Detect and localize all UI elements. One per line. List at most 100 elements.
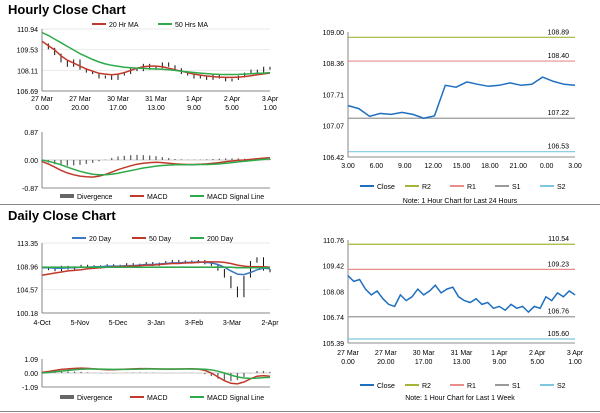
daily-price-x-tick-label: 4-Oct xyxy=(33,320,50,327)
daily-pivot-x-tick-label: 1 Apr xyxy=(491,350,508,357)
hourly-price-legend-label: 20 Hr MA xyxy=(109,22,139,29)
daily-pivot-legend-label: Close xyxy=(377,383,395,390)
hourly-pivot-legend-label: R1 xyxy=(467,184,476,191)
hourly-price-x-tick-label: 5.00 xyxy=(225,105,239,112)
hourly-section-title: Hourly Close Chart xyxy=(8,2,126,17)
hourly-pivot-x-tick-label: 6.00 xyxy=(370,163,384,170)
hourly-pivot-legend-label: R2 xyxy=(422,184,431,191)
daily-price-legend-label: 50 Day xyxy=(149,236,172,243)
daily-pivot-legend-label: S2 xyxy=(557,383,566,390)
daily-price-y-tick-label: 100.18 xyxy=(17,311,39,318)
hourly-price-x-tick-label: 30 Mar xyxy=(107,96,129,103)
daily-pivot-s2-label: 105.60 xyxy=(548,331,570,338)
hourly-macd-legend-label: MACD Signal Line xyxy=(207,194,264,201)
hourly-pivot-legend-label: Close xyxy=(377,184,395,191)
daily-price-x-tick-label: 5-Dec xyxy=(109,320,128,327)
hourly-pivot-y-tick-label: 107.71 xyxy=(323,93,345,100)
daily-macd-signal-line xyxy=(41,368,271,380)
hourly-macd-y-tick-label: -0.87 xyxy=(22,186,38,193)
daily-pivot-x-tick-label: 13.00 xyxy=(453,359,471,366)
daily-price-200-day-line xyxy=(42,266,270,269)
daily-pivot-legend-label: R1 xyxy=(467,383,476,390)
hourly-macd-y-tick-label: 0.00 xyxy=(24,158,38,165)
hourly-pivot-x-tick-label: 9.00 xyxy=(398,163,412,170)
daily-price-legend-label: 200 Day xyxy=(207,236,234,243)
daily-pivot-s1-label: 106.76 xyxy=(548,309,570,316)
daily-pivot-legend-label: R2 xyxy=(422,383,431,390)
daily-pivot-y-tick-label: 109.42 xyxy=(323,264,345,271)
hourly-price-20-hr-ma-line xyxy=(41,40,271,79)
hourly-pivot-x-tick-label: 3.00 xyxy=(341,163,355,170)
daily-pivot-x-tick-label: 9.00 xyxy=(493,359,507,366)
hourly-price-x-tick-label: 31 Mar xyxy=(145,96,167,103)
daily-macd-y-tick-label: 1.09 xyxy=(24,357,38,364)
hourly-pivot-legend-label: S2 xyxy=(557,184,566,191)
daily-pivot-x-tick-label: 2 Apr xyxy=(529,350,546,357)
daily-pivot-x-tick-label: 27 Mar xyxy=(337,350,359,357)
daily-pivot-y-tick-label: 106.74 xyxy=(323,315,345,322)
daily-pivot-close-line xyxy=(347,275,576,314)
daily-macd-y-tick-label: 0.00 xyxy=(24,371,38,378)
hourly-price-y-tick-label: 110.94 xyxy=(17,27,38,34)
hourly-price-y-tick-label: 106.69 xyxy=(17,89,39,96)
hourly-pivot-close-line xyxy=(347,76,576,119)
hourly-macd-legend-label: MACD xyxy=(147,194,168,201)
daily-macd-y-tick-label: -1.09 xyxy=(22,385,38,392)
daily-price-x-tick-label: 5-Nov xyxy=(71,320,90,327)
daily-macd-legend-label: MACD Signal Line xyxy=(207,395,264,402)
hourly-pivot-x-tick-label: 3.00 xyxy=(568,163,582,170)
hourly-pivot-y-tick-label: 108.36 xyxy=(323,61,345,68)
hourly-macd-legend-swatch xyxy=(60,194,74,198)
daily-pivot-x-tick-label: 3 Apr xyxy=(567,350,584,357)
hourly-pivot-s2-label: 106.53 xyxy=(548,144,570,151)
hourly-pivot-r2-label: 108.89 xyxy=(548,29,570,36)
daily-price-x-tick-label: 3-Jan xyxy=(147,320,165,327)
hourly-price-x-tick-label: 17.00 xyxy=(109,105,127,112)
hourly-pivot-y-tick-label: 109.00 xyxy=(323,30,345,37)
bottom-divider xyxy=(0,411,600,412)
daily-pivot-legend-label: S1 xyxy=(512,383,521,390)
daily-pivot-y-tick-label: 105.39 xyxy=(323,341,345,348)
hourly-pivot-s1-label: 107.22 xyxy=(548,110,570,117)
daily-pivot-x-tick-label: 17.00 xyxy=(415,359,433,366)
section-divider xyxy=(0,204,600,205)
hourly-pivot-y-tick-label: 106.42 xyxy=(323,155,345,162)
hourly-pivot-x-tick-label: 12.00 xyxy=(424,163,442,170)
daily-price-y-tick-label: 113.35 xyxy=(17,241,38,248)
daily-price-x-tick-label: 3-Feb xyxy=(185,320,203,327)
daily-pivot-y-tick-label: 110.76 xyxy=(323,238,344,245)
hourly-pivot-y-tick-label: 107.07 xyxy=(323,124,345,131)
daily-price-x-tick-label: 3-Mar xyxy=(223,320,242,327)
daily-pivot-note: Note: 1 Hour Chart for Last 1 Week xyxy=(405,395,515,402)
daily-section-title: Daily Close Chart xyxy=(8,208,116,223)
hourly-macd-y-tick-label: 0.87 xyxy=(24,130,38,137)
hourly-price-x-tick-label: 1 Apr xyxy=(186,96,203,103)
hourly-price-x-tick-label: 27 Mar xyxy=(69,96,91,103)
hourly-price-x-tick-label: 27 Mar xyxy=(31,96,53,103)
hourly-price-x-tick-label: 3 Apr xyxy=(262,96,279,103)
hourly-pivot-note: Note: 1 Hour Chart for Last 24 Hours xyxy=(403,198,518,205)
daily-pivot-x-tick-label: 1.00 xyxy=(568,359,582,366)
daily-price-y-tick-label: 104.57 xyxy=(17,288,39,295)
daily-pivot-x-tick-label: 0.00 xyxy=(341,359,355,366)
hourly-price-50-hrs-ma-line xyxy=(41,31,271,76)
daily-pivot-x-tick-label: 31 Mar xyxy=(451,350,473,357)
hourly-price-x-tick-label: 2 Apr xyxy=(224,96,241,103)
hourly-pivot-legend-label: S1 xyxy=(512,184,521,191)
hourly-price-legend-label: 50 Hrs MA xyxy=(175,22,208,29)
daily-pivot-x-tick-label: 5.00 xyxy=(530,359,544,366)
hourly-price-y-tick-label: 108.11 xyxy=(17,68,38,75)
daily-price-y-tick-label: 108.96 xyxy=(17,264,39,271)
daily-price-x-tick-label: 2-Apr xyxy=(261,320,279,327)
hourly-price-x-tick-label: 20.00 xyxy=(71,105,89,112)
hourly-price-y-tick-label: 109.53 xyxy=(17,48,39,55)
hourly-pivot-r1-label: 108.40 xyxy=(548,53,570,60)
daily-pivot-r1-label: 109.23 xyxy=(548,261,570,268)
daily-pivot-x-tick-label: 30 Mar xyxy=(413,350,435,357)
daily-macd-legend-label: MACD xyxy=(147,395,168,402)
